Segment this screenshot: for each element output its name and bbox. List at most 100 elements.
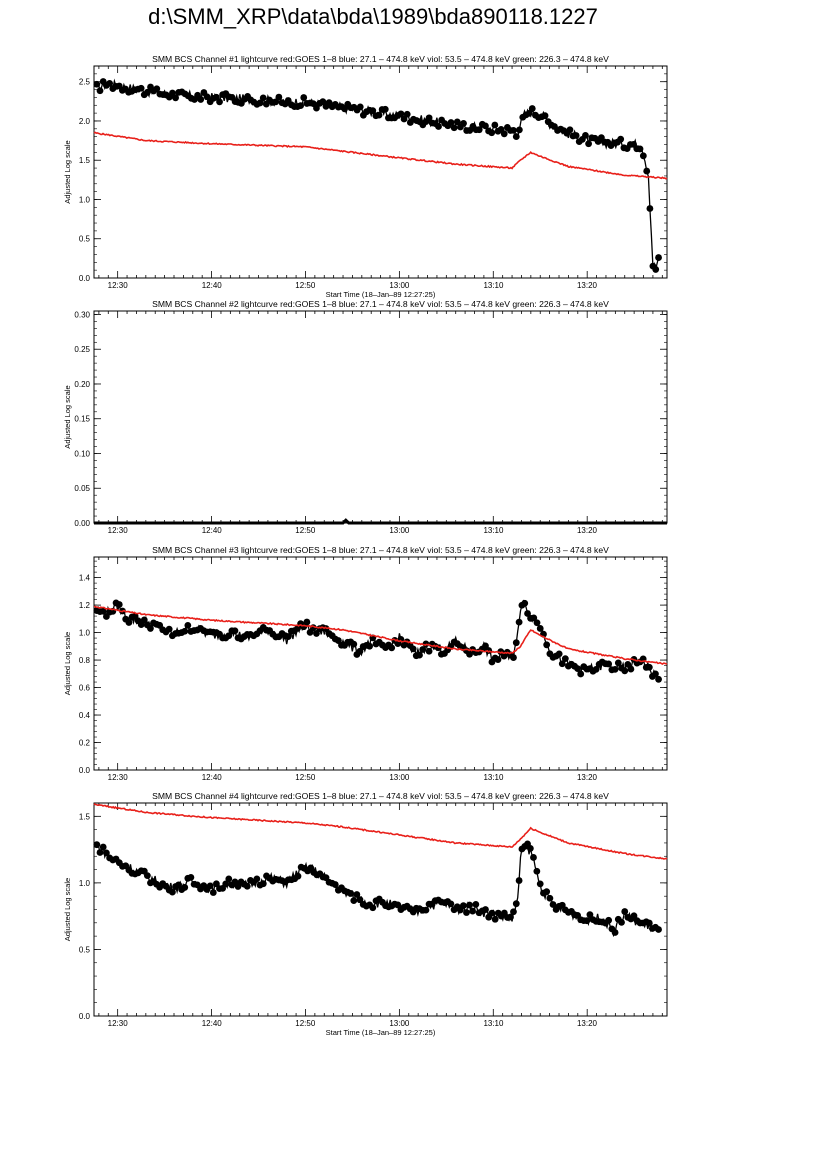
data-point xyxy=(488,909,496,917)
data-point xyxy=(515,877,523,884)
data-point xyxy=(422,906,430,914)
data-point xyxy=(225,875,233,883)
data-point xyxy=(555,650,563,658)
data-point xyxy=(526,845,534,852)
data-point xyxy=(256,99,264,107)
chart-title: SMM BCS Channel #4 lightcurve red:GOES 1… xyxy=(152,791,609,801)
data-point xyxy=(475,126,483,134)
y-tick-label: 1.5 xyxy=(79,812,91,821)
data-point xyxy=(143,88,151,96)
data-point xyxy=(416,651,423,659)
data-point xyxy=(397,110,405,118)
y-tick-label: 1.2 xyxy=(79,601,91,610)
data-point xyxy=(313,630,320,637)
data-point xyxy=(140,616,148,624)
data-point xyxy=(435,123,442,130)
data-point xyxy=(106,79,114,87)
data-point xyxy=(231,627,239,635)
y-tick-label: 2.5 xyxy=(79,78,91,87)
data-point xyxy=(369,904,377,912)
data-point xyxy=(469,907,477,915)
data-point xyxy=(586,911,594,919)
data-point xyxy=(303,618,311,626)
data-point xyxy=(583,917,591,925)
data-point xyxy=(253,875,261,883)
y-tick-label: 1.0 xyxy=(79,195,91,204)
data-point xyxy=(533,867,541,875)
data-point xyxy=(621,908,629,915)
x-tick-label: 13:10 xyxy=(483,526,504,535)
data-point xyxy=(512,639,520,647)
data-point xyxy=(331,881,339,888)
data-point xyxy=(521,599,529,607)
data-point xyxy=(652,670,659,678)
data-point xyxy=(172,94,179,102)
data-point xyxy=(491,121,499,129)
data-point xyxy=(515,618,523,626)
x-tick-label: 13:00 xyxy=(389,1019,410,1028)
data-point xyxy=(203,93,211,101)
data-point xyxy=(197,96,205,103)
chart-title: SMM BCS Channel #2 lightcurve red:GOES 1… xyxy=(152,299,609,309)
y-tick-label: 0.6 xyxy=(79,684,91,693)
y-tick-label: 0.5 xyxy=(79,945,91,954)
y-axis-label: Adjusted Log scale xyxy=(63,140,72,203)
data-point xyxy=(93,841,101,849)
data-point xyxy=(525,109,533,117)
y-axis-label: Adjusted Log scale xyxy=(63,878,72,941)
plot-frame xyxy=(93,556,668,771)
x-tick-label: 12:30 xyxy=(108,526,129,535)
data-point xyxy=(409,645,417,653)
y-tick-label: 0.8 xyxy=(79,656,91,665)
data-point xyxy=(187,873,195,881)
data-point xyxy=(356,103,364,111)
data-point xyxy=(99,843,107,851)
x-tick-label: 12:50 xyxy=(295,773,316,782)
y-tick-label: 1.5 xyxy=(79,156,91,165)
data-point xyxy=(617,135,625,143)
data-point xyxy=(181,627,189,635)
data-point xyxy=(96,87,104,95)
data-point xyxy=(243,882,251,890)
x-tick-label: 13:00 xyxy=(389,281,410,290)
x-tick-label: 13:20 xyxy=(577,526,598,535)
data-point xyxy=(512,133,520,140)
data-point xyxy=(93,80,101,88)
data-point xyxy=(403,110,411,118)
data-point xyxy=(165,625,173,633)
data-point xyxy=(294,872,302,880)
data-point xyxy=(425,114,433,122)
data-point xyxy=(259,94,267,102)
plot-frame xyxy=(93,310,668,524)
y-tick-label: 1.0 xyxy=(79,629,91,638)
data-point xyxy=(528,105,536,112)
data-point xyxy=(655,254,662,261)
data-point xyxy=(297,102,305,109)
data-point xyxy=(272,98,280,106)
data-point xyxy=(611,665,619,673)
data-point xyxy=(259,880,267,888)
data-point xyxy=(592,665,600,673)
data-point xyxy=(300,94,308,101)
data-point xyxy=(536,625,544,632)
y-tick-label: 0.2 xyxy=(79,739,91,748)
chart-title: SMM BCS Channel #1 lightcurve red:GOES 1… xyxy=(152,54,609,64)
data-point xyxy=(543,888,551,896)
data-point xyxy=(618,918,625,926)
data-point xyxy=(206,882,214,890)
data-point xyxy=(621,667,629,675)
data-point xyxy=(447,119,455,126)
x-tick-label: 13:00 xyxy=(389,773,410,782)
data-point xyxy=(614,659,622,667)
data-point xyxy=(96,849,104,856)
data-point xyxy=(491,915,499,923)
y-tick-label: 0.15 xyxy=(74,415,90,424)
data-point xyxy=(500,130,508,138)
data-point xyxy=(585,140,592,148)
x-tick-label: 12:50 xyxy=(295,1019,316,1028)
data-point xyxy=(566,126,574,134)
series-line-goes xyxy=(93,131,668,180)
y-tick-label: 0.4 xyxy=(79,711,91,720)
y-tick-label: 0.0 xyxy=(79,274,91,283)
